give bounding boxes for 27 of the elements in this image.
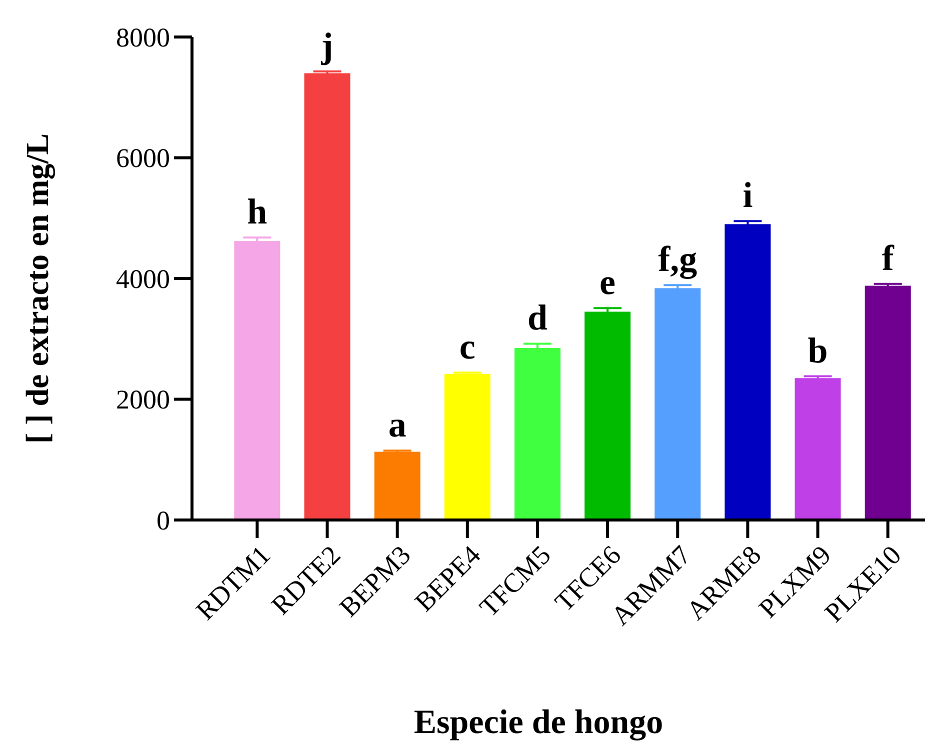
annotation: j: [320, 25, 334, 66]
y-tick-label: 4000: [116, 264, 170, 294]
y-axis-title: [ ] de extracto en mg/L: [19, 133, 56, 444]
bar: [514, 348, 560, 520]
annotation: c: [459, 326, 476, 367]
x-axis-title: Especie de hongo: [414, 704, 664, 741]
bar: [794, 378, 841, 520]
bar: [234, 241, 280, 520]
bar: [444, 374, 490, 520]
bar: [864, 286, 911, 520]
annotation: b: [808, 330, 828, 370]
annotation: f,g: [658, 239, 698, 280]
bar: [304, 73, 350, 520]
bar: [374, 452, 420, 520]
bar: [724, 224, 771, 520]
annotation: a: [388, 404, 406, 445]
annotation: f: [882, 238, 895, 278]
annotation: h: [247, 191, 268, 232]
annotation: i: [742, 175, 753, 216]
y-tick-label: 6000: [116, 143, 170, 174]
annotation: e: [600, 262, 616, 302]
y-tick-label: 2000: [116, 384, 170, 415]
bar: [584, 312, 631, 520]
annotation: d: [527, 298, 548, 338]
bar: [654, 288, 701, 520]
y-tick-label: 8000: [116, 22, 170, 52]
y-tick-label: 0: [156, 505, 170, 536]
